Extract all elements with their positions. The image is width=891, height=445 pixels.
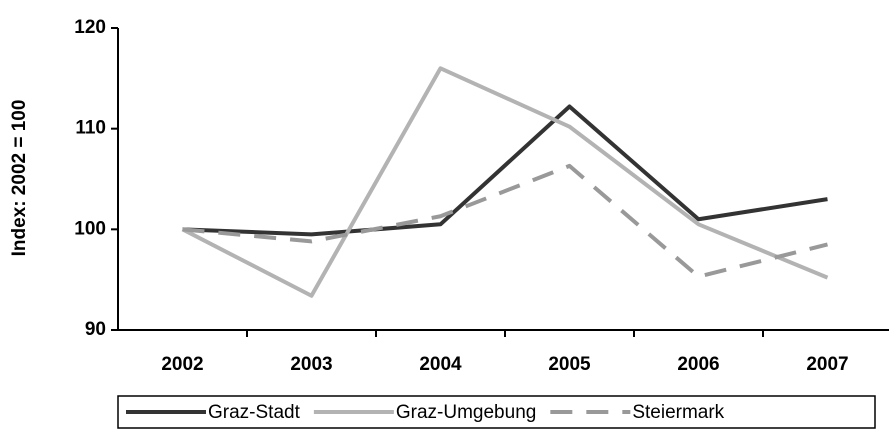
x-tick-label: 2007 xyxy=(806,354,848,375)
x-tick-label: 2004 xyxy=(419,354,462,375)
series-line xyxy=(181,66,829,298)
legend-text: Graz-Umgebung xyxy=(396,402,536,423)
legend-text: Steiermark xyxy=(632,402,724,423)
x-tick-label: 2002 xyxy=(161,354,203,375)
y-tick-label: 100 xyxy=(74,218,106,239)
y-axis-label: Index: 2002 = 100 xyxy=(9,100,30,257)
x-tick-label: 2003 xyxy=(290,354,332,375)
series-line xyxy=(182,104,828,237)
y-tick-label: 90 xyxy=(85,319,106,340)
x-tick-label: 2005 xyxy=(548,354,591,375)
x-tick-label: 2006 xyxy=(677,354,719,375)
legend-box xyxy=(117,395,876,429)
y-tick-label: 110 xyxy=(75,118,106,139)
y-tick-label: 120 xyxy=(74,17,106,38)
series-line xyxy=(182,163,828,279)
legend-text: Graz-Stadt xyxy=(208,402,301,423)
